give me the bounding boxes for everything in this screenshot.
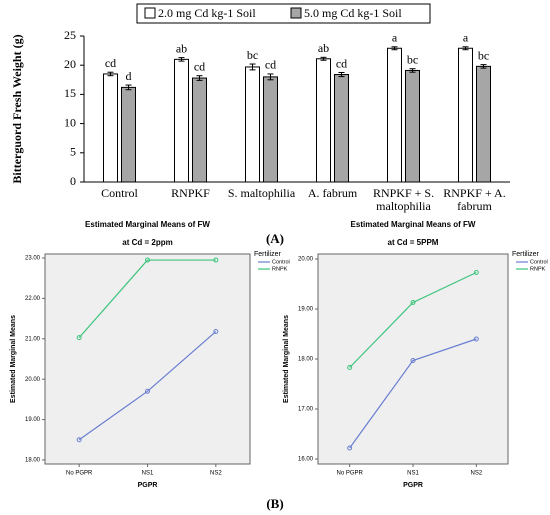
y-tick-label: 0 — [70, 174, 76, 188]
y-tick-label: 20.00 — [298, 257, 314, 263]
point — [410, 358, 416, 363]
x-tick-label: RNPKF + A. fabrum — [443, 186, 506, 213]
y-tick-label: 18.00 — [25, 458, 41, 464]
line — [78, 331, 217, 441]
point — [347, 365, 353, 370]
bar — [316, 58, 331, 183]
x-tick-label: NS1 — [142, 471, 154, 477]
x-tick-label: NS2 — [210, 471, 222, 477]
x-tick-label: No PGPR — [336, 471, 363, 477]
y-axis-label: Bitterguord Fresh Weight (g) — [10, 34, 24, 183]
bar — [476, 65, 491, 183]
point — [347, 445, 353, 451]
y-tick-label: 17.00 — [298, 407, 314, 413]
point — [213, 257, 219, 263]
y-tick-label: 10 — [64, 115, 76, 129]
significance-letter: d — [126, 69, 132, 83]
legend-label: 2.0 mg Cd kg-1 Soil — [158, 6, 256, 20]
y-tick-label: 21.00 — [25, 336, 41, 342]
y-axis-label: Estimated Marginal Means — [10, 315, 17, 403]
significance-letter: a — [392, 31, 398, 45]
y-tick-label: 23.00 — [25, 256, 41, 262]
legend-label: RNPK — [530, 266, 546, 272]
panel-label: (A) — [266, 231, 284, 246]
line — [349, 338, 477, 449]
bar — [334, 74, 349, 183]
panel-label: (B) — [266, 496, 283, 511]
y-tick-label: 25 — [64, 28, 76, 42]
point — [76, 335, 82, 341]
y-tick-label: 19.00 — [298, 307, 314, 313]
legend-swatch — [144, 7, 156, 19]
bar — [458, 47, 473, 183]
significance-letter: ab — [318, 41, 329, 55]
x-axis-label: PGPR — [403, 482, 423, 489]
x-tick-label: NS2 — [470, 471, 482, 477]
x-tick-label: RNPKF + S. maltophilia — [372, 186, 435, 213]
y-axis-label: Estimated Marginal Means — [283, 315, 290, 403]
legend-title: Fertilizer — [254, 251, 282, 258]
bar — [405, 69, 420, 183]
bar — [103, 73, 118, 183]
significance-letter: cd — [336, 56, 347, 70]
x-tick-label: Control — [101, 186, 138, 200]
significance-letter: bc — [478, 48, 489, 62]
legend-label: RNPK — [272, 266, 288, 272]
chart-title: Estimated Marginal Means of FW — [85, 220, 210, 229]
y-tick-label: 15 — [64, 86, 76, 100]
y-tick-label: 22.00 — [25, 296, 41, 302]
legend-label: Control — [272, 259, 290, 265]
significance-letter: a — [463, 31, 469, 45]
x-tick-label: NS1 — [407, 471, 419, 477]
x-tick-label: No PGPR — [66, 471, 93, 477]
bar — [245, 66, 260, 183]
chart-subtitle: at Cd = 5PPM — [388, 238, 439, 247]
legend-box — [136, 3, 431, 24]
significance-letter: bc — [407, 52, 418, 66]
significance-letter: cd — [265, 58, 276, 72]
point — [473, 336, 479, 342]
line — [349, 271, 477, 368]
significance-letter: cd — [194, 59, 205, 73]
point — [145, 388, 150, 394]
point — [410, 300, 416, 305]
bar — [174, 58, 189, 183]
point — [213, 329, 219, 335]
point — [76, 437, 82, 443]
chart-subtitle: at Cd = 2ppm — [122, 238, 172, 247]
legend-label: Control — [530, 259, 548, 265]
bar — [192, 77, 207, 183]
y-tick-label: 20.00 — [25, 377, 41, 383]
x-tick-label: S. maltophilia — [227, 186, 296, 200]
y-tick-label: 20 — [64, 57, 76, 71]
y-tick-label: 5 — [70, 145, 76, 159]
x-tick-label: A. fabrum — [307, 186, 358, 200]
plot-area — [44, 253, 251, 465]
point — [473, 270, 479, 275]
legend-title: Fertilizer — [512, 251, 540, 258]
x-tick-label: RNPKF — [171, 186, 210, 200]
significance-letter: cd — [105, 56, 116, 70]
x-axis-label: PGPR — [138, 482, 158, 489]
bar — [121, 86, 136, 183]
legend-swatch — [290, 7, 302, 19]
y-tick-label: 18.00 — [298, 357, 314, 363]
significance-letter: bc — [247, 48, 258, 62]
significance-letter: ab — [176, 41, 187, 55]
y-tick-label: 16.00 — [298, 457, 314, 463]
point — [145, 257, 150, 263]
line — [78, 259, 216, 338]
bar — [387, 47, 402, 183]
chart-title: Estimated Marginal Means of FW — [351, 220, 476, 229]
legend-label: 5.0 mg Cd kg-1 Soil — [304, 6, 402, 20]
y-tick-label: 19.00 — [25, 417, 41, 423]
bar — [263, 76, 278, 183]
